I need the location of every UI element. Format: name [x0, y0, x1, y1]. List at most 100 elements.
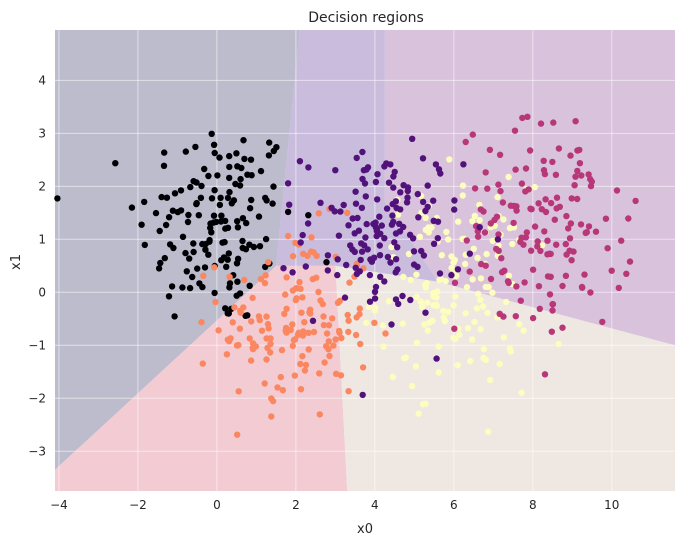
data-point-class-2	[505, 173, 512, 181]
data-point-class-4	[332, 167, 339, 174]
y-tick-label: −3	[28, 444, 46, 458]
data-point-class-2	[454, 362, 461, 369]
data-point-class-0	[202, 246, 209, 253]
data-point-class-4	[415, 214, 422, 221]
data-point-class-3	[498, 255, 505, 262]
data-point-class-2	[379, 322, 387, 329]
data-point-class-1	[229, 319, 236, 326]
data-point-class-3	[547, 199, 555, 207]
data-point-class-0	[211, 187, 218, 194]
data-point-class-4	[381, 235, 388, 242]
data-point-class-0	[226, 152, 233, 160]
data-point-class-0	[195, 212, 202, 219]
data-point-class-3	[486, 146, 494, 153]
data-point-class-1	[294, 331, 302, 338]
data-point-class-1	[338, 334, 345, 342]
data-point-class-0	[208, 195, 216, 202]
data-point-class-0	[237, 175, 244, 183]
data-point-class-2	[418, 303, 426, 310]
data-point-class-1	[302, 361, 310, 369]
data-point-class-3	[613, 187, 621, 194]
data-point-class-0	[263, 197, 270, 204]
data-point-class-1	[321, 359, 328, 366]
data-point-class-0	[158, 193, 165, 201]
data-point-class-3	[517, 297, 524, 304]
data-point-class-3	[522, 165, 530, 172]
x-tick-label: 4	[371, 498, 379, 512]
data-point-class-2	[429, 317, 436, 324]
data-point-class-3	[602, 215, 610, 222]
data-point-class-2	[450, 334, 457, 342]
data-point-class-1	[296, 278, 303, 286]
data-point-class-2	[489, 237, 496, 244]
data-point-class-1	[249, 294, 256, 302]
data-point-class-0	[242, 246, 250, 253]
data-point-class-0	[213, 218, 220, 226]
data-point-class-0	[54, 195, 61, 202]
data-point-class-4	[422, 309, 429, 316]
data-point-class-3	[493, 245, 500, 253]
data-point-class-4	[340, 201, 347, 209]
data-point-class-1	[284, 232, 292, 240]
data-point-class-0	[248, 196, 255, 204]
data-point-class-1	[289, 342, 296, 350]
x-tick-label: 8	[529, 498, 537, 512]
data-point-class-1	[337, 372, 345, 379]
data-point-class-4	[436, 270, 444, 277]
data-point-class-3	[562, 240, 569, 248]
data-point-class-0	[161, 149, 168, 156]
data-point-class-4	[399, 292, 406, 300]
x-tick-label: 10	[604, 498, 619, 512]
data-point-class-0	[248, 172, 255, 179]
data-point-class-3	[462, 138, 469, 146]
data-point-class-4	[390, 184, 397, 191]
data-point-class-0	[323, 259, 330, 266]
data-point-class-4	[284, 180, 292, 187]
data-point-class-1	[345, 328, 352, 336]
data-point-class-2	[424, 327, 432, 334]
data-point-class-4	[394, 244, 401, 251]
data-point-class-1	[323, 343, 330, 350]
data-point-class-2	[419, 401, 427, 408]
data-point-class-0	[179, 284, 186, 291]
data-point-class-1	[336, 297, 344, 304]
data-point-class-4	[296, 158, 304, 165]
data-point-class-0	[218, 212, 225, 219]
data-point-class-3	[618, 237, 625, 244]
data-point-class-0	[214, 172, 221, 179]
data-point-class-2	[450, 302, 457, 309]
data-point-class-2	[469, 218, 476, 225]
data-point-class-0	[165, 214, 173, 221]
data-point-class-2	[464, 324, 472, 332]
data-point-class-1	[382, 330, 389, 337]
chart-title: Decision regions	[308, 10, 424, 26]
data-point-class-3	[538, 206, 545, 213]
data-point-class-2	[413, 293, 420, 301]
data-point-class-4	[397, 206, 404, 213]
decision-region-2	[335, 265, 675, 491]
data-point-class-4	[324, 252, 332, 259]
scatter-points	[54, 113, 639, 438]
data-point-class-0	[224, 256, 231, 263]
data-point-class-3	[466, 268, 473, 275]
data-point-class-4	[360, 167, 368, 174]
data-point-class-4	[289, 269, 296, 276]
data-point-class-3	[541, 228, 548, 235]
data-point-class-1	[332, 336, 339, 343]
data-point-class-3	[632, 197, 639, 205]
data-point-class-2	[415, 410, 422, 417]
data-point-class-4	[359, 148, 366, 156]
data-point-class-0	[217, 218, 225, 225]
data-point-class-1	[310, 328, 318, 336]
data-point-class-4	[420, 252, 428, 259]
data-point-class-3	[471, 185, 479, 192]
data-point-class-3	[512, 313, 519, 320]
data-point-class-4	[334, 256, 341, 263]
data-point-class-1	[307, 248, 315, 255]
data-point-class-3	[537, 120, 545, 127]
data-point-class-2	[400, 273, 407, 281]
data-point-class-1	[223, 351, 231, 358]
data-point-class-3	[551, 216, 558, 223]
data-point-class-0	[141, 241, 148, 249]
data-point-class-4	[451, 197, 458, 204]
